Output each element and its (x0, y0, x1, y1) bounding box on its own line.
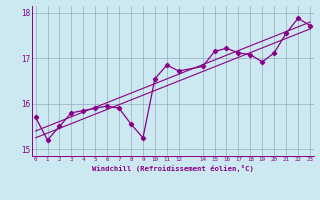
X-axis label: Windchill (Refroidissement éolien,°C): Windchill (Refroidissement éolien,°C) (92, 165, 254, 172)
